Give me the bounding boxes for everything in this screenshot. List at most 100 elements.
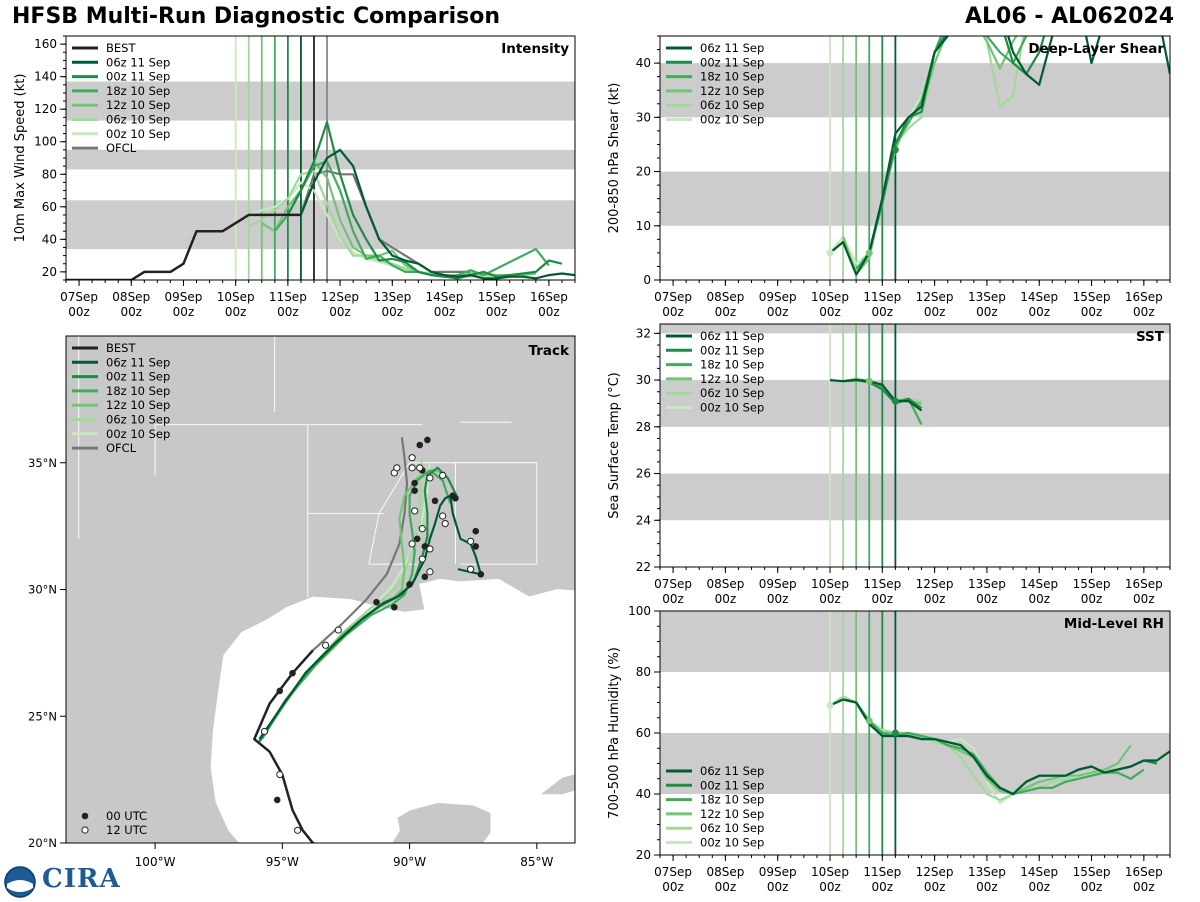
shear-xtick-label-day: 16Sep bbox=[1125, 290, 1163, 304]
intensity-series-18z-10-sep bbox=[273, 160, 550, 278]
intensity-legend-label-18z-10-sep: 18z 10 Sep bbox=[106, 84, 170, 98]
track-xtick-label: 85°W bbox=[520, 855, 553, 869]
shear-xtick-label-hour: 00z bbox=[976, 305, 998, 319]
track-point-00utc bbox=[424, 436, 431, 444]
track-point-12utc bbox=[293, 826, 302, 834]
sst-xtick-label-hour: 00z bbox=[715, 592, 737, 606]
track-point-00utc bbox=[431, 497, 439, 505]
track-point-12utc bbox=[418, 555, 426, 563]
track-point-12utc bbox=[334, 626, 342, 634]
intensity-ytick-label: 140 bbox=[34, 70, 57, 84]
shear-ytick-label: 30 bbox=[636, 110, 651, 124]
rh-legend-label-12z-10-sep: 12z 10 Sep bbox=[700, 807, 764, 821]
intensity-ytick-label: 60 bbox=[42, 200, 57, 214]
rh-xtick-label-day: 10Sep bbox=[811, 865, 849, 879]
intensity-ylabel: 10m Max Wind Speed (kt) bbox=[13, 74, 28, 243]
track-point-12utc bbox=[408, 540, 416, 548]
track-legend-label-12-utc: 12 UTC bbox=[106, 823, 147, 837]
shear-init-marker bbox=[891, 146, 899, 154]
rh-xtick-label-hour: 00z bbox=[662, 880, 684, 894]
rh-xtick-label-hour: 00z bbox=[767, 880, 789, 894]
intensity-series-ofcl bbox=[299, 169, 471, 273]
sst-band bbox=[660, 324, 1170, 334]
rh-xtick-label-day: 09Sep bbox=[759, 865, 797, 879]
track-ytick-label: 35°N bbox=[28, 456, 57, 470]
shear-xtick-label-day: 13Sep bbox=[968, 290, 1006, 304]
rh-xtick-label-day: 11Sep bbox=[863, 865, 901, 879]
noaa-seal-icon bbox=[4, 866, 36, 898]
rh-ytick-label: 80 bbox=[636, 665, 651, 679]
sst-init-marker bbox=[865, 377, 873, 385]
intensity-band bbox=[66, 200, 575, 250]
sst-band bbox=[660, 473, 1170, 521]
rh-xtick-label-hour: 00z bbox=[976, 880, 998, 894]
shear-xtick-label-day: 11Sep bbox=[863, 290, 901, 304]
track-legend-label-ofcl: OFCL bbox=[106, 441, 137, 455]
sst-legend-label-00z-10-sep: 00z 10 Sep bbox=[700, 401, 764, 415]
intensity-xtick-label-hour: 00z bbox=[277, 305, 299, 319]
track-land-yucatan bbox=[391, 801, 492, 843]
sst-xtick-label-hour: 00z bbox=[1133, 592, 1155, 606]
track-point-12utc bbox=[418, 525, 426, 533]
track-point-12utc bbox=[426, 568, 434, 576]
track-xtick-label: 90°W bbox=[393, 855, 426, 869]
track-point-12utc bbox=[321, 641, 330, 649]
rh-init-marker bbox=[891, 729, 899, 737]
track-legend-label-00z-11-sep: 00z 11 Sep bbox=[106, 370, 170, 384]
intensity-xtick-label-hour: 00z bbox=[225, 305, 247, 319]
sst-xtick-label-day: 12Sep bbox=[916, 577, 954, 591]
rh-xtick-label-day: 15Sep bbox=[1073, 865, 1111, 879]
rh-xtick-label-hour: 00z bbox=[819, 880, 841, 894]
intensity-ytick-label: 160 bbox=[34, 37, 57, 51]
sst-xtick-label-hour: 00z bbox=[924, 592, 946, 606]
track-point-12utc bbox=[276, 770, 284, 779]
track-point-00utc bbox=[406, 581, 413, 588]
sst-xtick-label-day: 08Sep bbox=[706, 577, 744, 591]
sst-ytick-label: 24 bbox=[636, 513, 651, 527]
intensity-xtick-label-day: 08Sep bbox=[112, 290, 150, 304]
track-xtick-label: 100°W bbox=[135, 855, 176, 869]
track-point-00utc bbox=[413, 535, 421, 543]
sst-ytick-label: 32 bbox=[636, 326, 651, 340]
track-point-00utc bbox=[421, 573, 429, 581]
track-point-12utc bbox=[439, 471, 447, 480]
storm-id: AL06 - AL062024 bbox=[965, 4, 1174, 29]
track-ytick-label: 20°N bbox=[28, 836, 57, 850]
rh-ytick-label: 20 bbox=[636, 848, 651, 862]
track-point-12utc bbox=[393, 464, 401, 472]
sst-xtick-label-day: 09Sep bbox=[759, 577, 797, 591]
track-point-00utc bbox=[289, 669, 296, 677]
rh-xtick-label-day: 13Sep bbox=[968, 865, 1006, 879]
track-series-best bbox=[253, 649, 317, 843]
rh-legend-label-00z-10-sep: 00z 10 Sep bbox=[700, 836, 764, 850]
intensity-xtick-label-day: 11Sep bbox=[269, 290, 307, 304]
cira-logo-text: CIRA bbox=[42, 864, 121, 894]
shear-ylabel: 200-850 hPa Shear (kt) bbox=[607, 83, 622, 234]
rh-xtick-label-day: 08Sep bbox=[706, 865, 744, 879]
shear-xtick-label-hour: 00z bbox=[819, 305, 841, 319]
intensity-legend-label-best: BEST bbox=[106, 41, 136, 55]
track-state-border bbox=[368, 513, 380, 565]
rh-xtick-label-hour: 00z bbox=[872, 880, 894, 894]
track-legend-marker-12utc bbox=[81, 826, 89, 834]
shear-plot-area bbox=[660, 36, 1170, 280]
sst-xtick-label-day: 10Sep bbox=[811, 577, 849, 591]
sst-xtick-label-hour: 00z bbox=[819, 592, 841, 606]
sst-xtick-label-day: 16Sep bbox=[1125, 577, 1163, 591]
shear-legend-label-06z-10-sep: 06z 10 Sep bbox=[700, 98, 764, 112]
intensity-legend-label-ofcl: OFCL bbox=[106, 141, 137, 155]
intensity-band bbox=[66, 81, 575, 121]
shear-xtick-label-hour: 00z bbox=[767, 305, 789, 319]
intensity-xtick-label-hour: 00z bbox=[120, 305, 142, 319]
track-point-12utc bbox=[467, 565, 475, 573]
track-ytick-label: 30°N bbox=[28, 583, 57, 597]
sst-legend-label-18z-10-sep: 18z 10 Sep bbox=[700, 358, 764, 372]
intensity-legend-label-06z-11-sep: 06z 11 Sep bbox=[106, 55, 170, 69]
shear-xtick-label-day: 10Sep bbox=[811, 290, 849, 304]
rh-legend-label-00z-11-sep: 00z 11 Sep bbox=[700, 778, 764, 792]
intensity-xtick-label-day: 12Sep bbox=[321, 290, 359, 304]
track-legend-label-12z-10-sep: 12z 10 Sep bbox=[106, 398, 170, 412]
track-point-12utc bbox=[408, 454, 416, 462]
